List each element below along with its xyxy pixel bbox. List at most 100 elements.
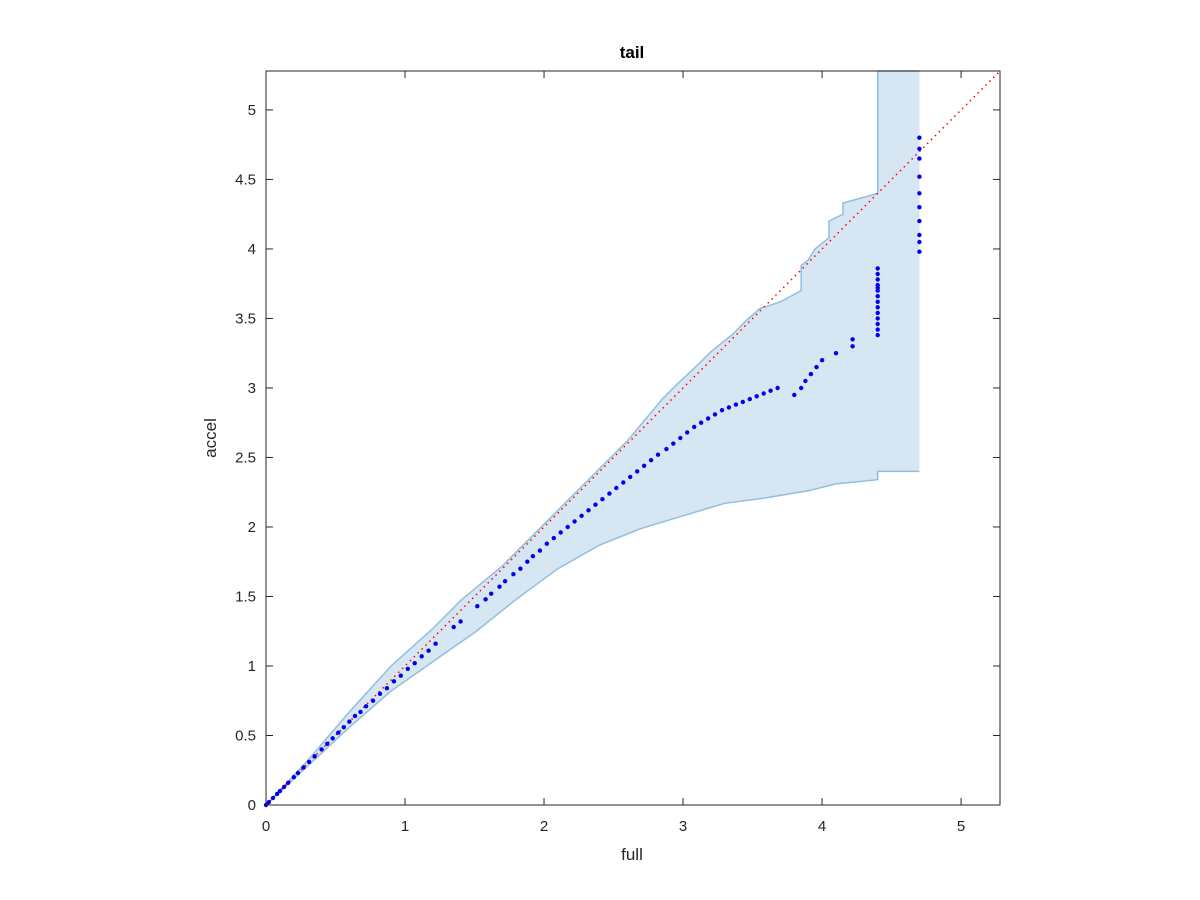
data-point	[489, 591, 494, 596]
data-point	[586, 508, 591, 513]
y-tick-label: 1	[248, 658, 256, 675]
data-point	[286, 780, 291, 785]
data-point	[917, 191, 922, 196]
data-point	[525, 559, 530, 564]
data-point	[655, 452, 661, 457]
data-point	[458, 619, 463, 624]
data-point	[775, 385, 780, 391]
data-point	[336, 730, 341, 735]
data-point	[341, 725, 346, 730]
data-point	[768, 388, 773, 393]
data-point	[875, 294, 880, 299]
y-tick-label: 1.5	[235, 588, 256, 605]
data-point	[593, 502, 598, 507]
data-point	[799, 385, 804, 391]
y-tick-label: 2	[248, 519, 256, 536]
data-point	[511, 572, 516, 577]
data-point	[600, 497, 605, 502]
data-point	[641, 463, 647, 468]
data-point	[281, 784, 287, 790]
y-tick-label: 5	[248, 102, 256, 119]
data-point	[419, 654, 424, 659]
data-point	[384, 686, 390, 691]
data-point	[544, 541, 549, 546]
data-point	[875, 316, 880, 321]
x-tick-label: 5	[957, 818, 965, 835]
data-point	[833, 351, 839, 356]
data-point	[917, 174, 922, 179]
data-point	[497, 584, 502, 589]
x-tick-label: 0	[262, 818, 270, 835]
data-point	[792, 392, 797, 398]
data-point	[917, 218, 922, 224]
data-point	[705, 416, 711, 421]
band-upper-edge	[265, 70, 920, 806]
x-tick-label: 1	[401, 818, 409, 835]
data-point	[277, 788, 283, 794]
x-axis-label: full	[621, 845, 643, 864]
data-point	[875, 271, 880, 277]
band-lower-edge	[265, 470, 920, 806]
data-point	[405, 666, 410, 671]
data-point	[733, 402, 739, 407]
data-point	[483, 597, 488, 602]
data-point	[291, 775, 296, 780]
data-point	[712, 412, 718, 417]
data-point	[518, 566, 523, 571]
data-point	[875, 305, 880, 310]
data-point	[692, 424, 697, 430]
data-point	[875, 321, 880, 327]
x-tick-label: 3	[679, 818, 687, 835]
data-point	[917, 205, 922, 210]
data-point	[558, 530, 563, 535]
confidence-band-layer	[265, 70, 920, 806]
data-point	[391, 679, 397, 684]
data-point	[719, 408, 725, 413]
data-point	[565, 524, 570, 530]
data-point	[274, 791, 280, 797]
data-point	[819, 358, 825, 363]
x-axis-ticks: 0 1 2 3 4 5	[262, 71, 965, 835]
data-point	[412, 661, 417, 666]
data-point	[551, 535, 556, 541]
chart-title: tail	[620, 43, 645, 62]
data-point	[530, 554, 536, 559]
data-point	[433, 641, 438, 646]
data-point	[875, 277, 880, 282]
data-point	[875, 299, 880, 304]
data-point	[875, 285, 880, 291]
data-point	[502, 579, 508, 584]
data-point	[917, 156, 922, 161]
y-tick-label: 4	[248, 241, 256, 258]
data-point	[628, 474, 633, 480]
data-point	[621, 480, 626, 485]
data-point	[325, 741, 330, 746]
data-point	[747, 396, 752, 402]
data-point	[301, 765, 306, 770]
data-point	[814, 364, 819, 370]
data-point	[671, 441, 676, 446]
y-tick-label: 0.5	[235, 727, 256, 744]
y-axis-ticks: 0 0.5 1 1.5 2 2.5 3 3.5 4 4.5 5	[235, 102, 1000, 814]
data-point	[648, 458, 654, 463]
band-area	[266, 71, 920, 805]
data-point	[295, 770, 301, 776]
data-point	[754, 394, 759, 399]
data-point	[635, 469, 640, 474]
data-point	[363, 704, 369, 709]
data-point	[358, 709, 363, 715]
data-point	[761, 391, 766, 396]
data-point	[377, 691, 383, 696]
data-point	[352, 713, 358, 719]
data-point	[475, 604, 480, 609]
data-point	[875, 310, 880, 316]
data-point	[266, 800, 271, 805]
data-point	[917, 249, 922, 254]
y-tick-label: 2.5	[235, 449, 256, 466]
data-point	[740, 399, 745, 405]
data-point	[614, 485, 619, 491]
data-point	[347, 719, 352, 724]
data-point	[678, 435, 683, 441]
data-point	[803, 378, 808, 384]
